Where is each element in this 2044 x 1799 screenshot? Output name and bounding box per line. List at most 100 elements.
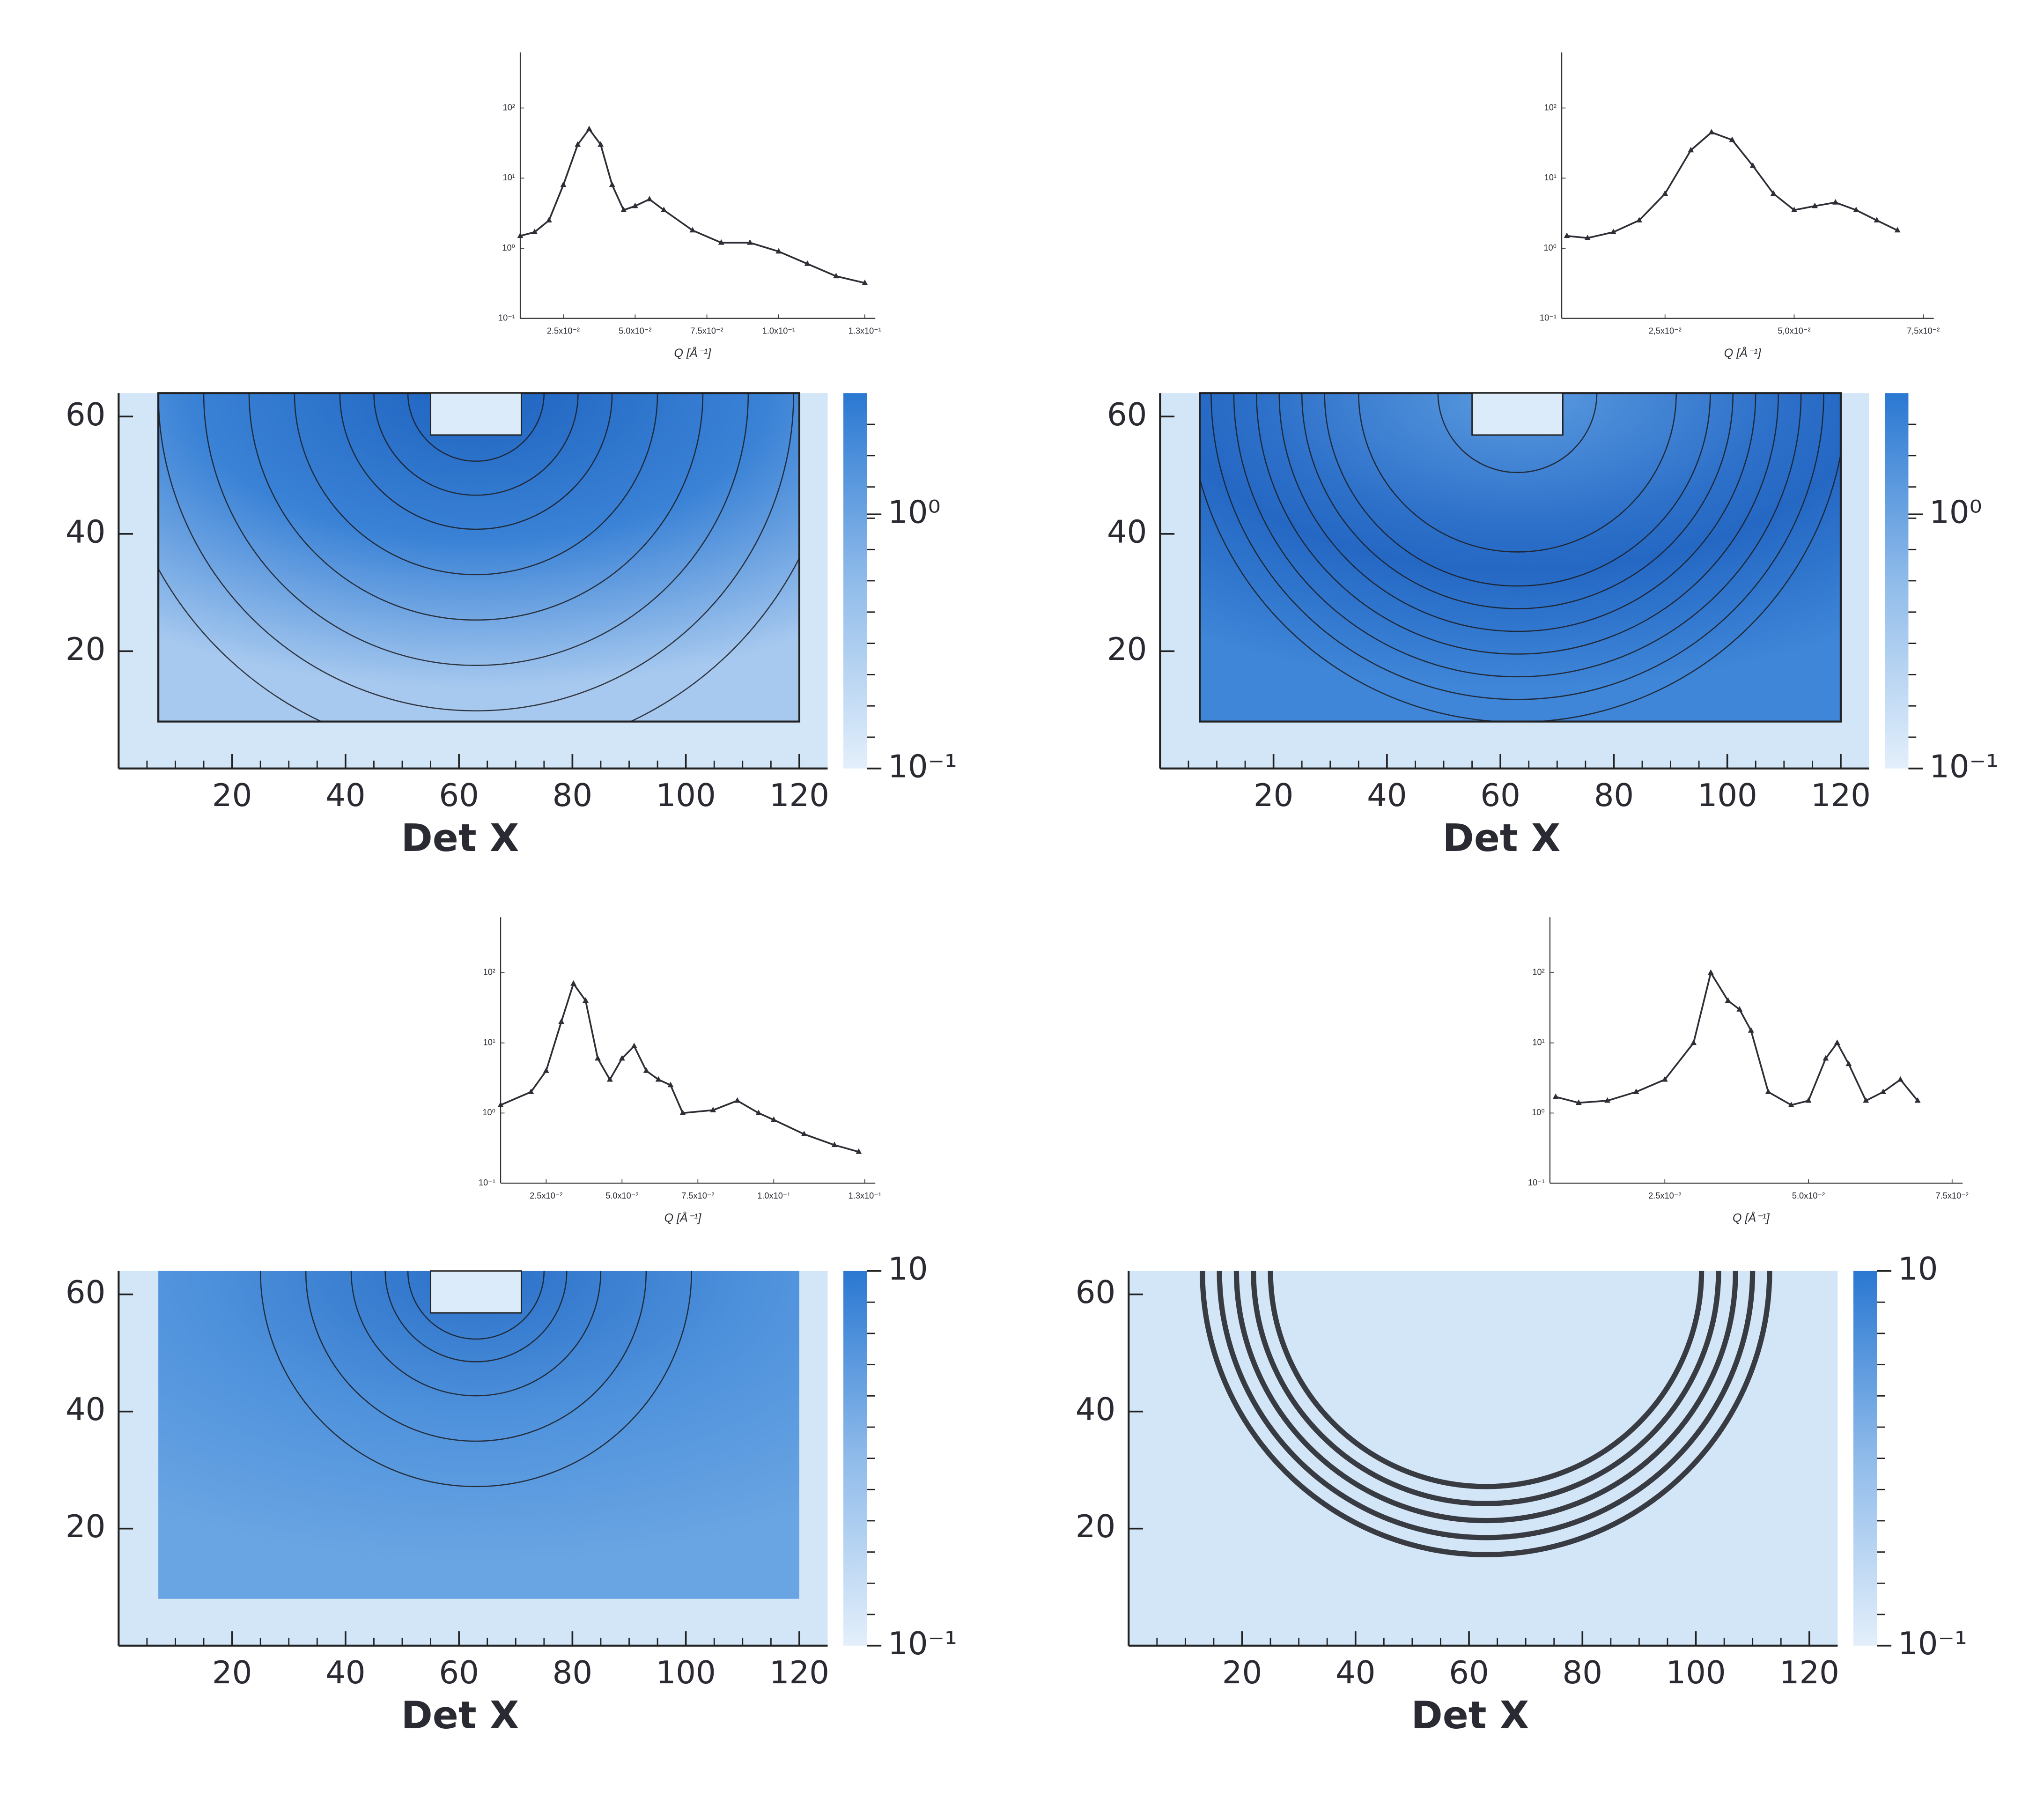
y-tick-label: 60 xyxy=(66,1274,105,1310)
data-marker xyxy=(586,126,592,132)
data-marker xyxy=(546,217,552,222)
data-marker xyxy=(856,1148,862,1154)
x-tick-label: 120 xyxy=(769,777,829,814)
colorbar-tick-label: 10⁻¹ xyxy=(1898,1625,1967,1662)
contour-line xyxy=(373,393,579,496)
y-tick-label: 10⁻¹ xyxy=(1528,1178,1545,1187)
data-marker xyxy=(1880,1088,1886,1094)
x-axis-label: Q [Å⁻¹] xyxy=(674,346,711,360)
y-tick-label: 10² xyxy=(503,103,515,112)
y-tick-label: 10² xyxy=(483,968,495,977)
data-marker xyxy=(775,248,782,254)
y-tick-label: 60 xyxy=(1107,396,1147,433)
data-marker xyxy=(1584,234,1591,240)
colorbar-tick-label: 10 xyxy=(888,1251,928,1287)
x-tick-label: 1.3x10⁻¹ xyxy=(849,1191,881,1200)
y-tick-label: 40 xyxy=(66,513,105,550)
y-tick-label: 10⁰ xyxy=(502,243,515,252)
heatmap-image xyxy=(157,392,801,723)
x-tick-label: 5.0x10⁻² xyxy=(605,1191,638,1200)
y-tick-label: 20 xyxy=(1076,1508,1115,1545)
x-tick-label: 120 xyxy=(1811,777,1871,814)
data-line xyxy=(1555,970,1919,1106)
y-tick-label: 60 xyxy=(1076,1274,1115,1310)
x-tick-label: 120 xyxy=(769,1654,829,1691)
x-axis-label: Q [Å⁻¹] xyxy=(1724,346,1762,360)
data-marker xyxy=(679,1110,686,1115)
data-marker xyxy=(1748,1027,1754,1033)
y-tick-label: 10¹ xyxy=(1532,1037,1544,1047)
x-tick-label: 100 xyxy=(656,777,716,814)
x-tick-label: 1.0x10⁻¹ xyxy=(762,326,795,336)
x-axis-label: Q [Å⁻¹] xyxy=(1733,1210,1770,1224)
colorbar xyxy=(843,1271,867,1646)
data-marker xyxy=(528,1088,534,1094)
data-marker xyxy=(517,232,524,238)
colorbar-tick-label: 10⁰ xyxy=(1929,494,1982,531)
data-marker xyxy=(595,1055,601,1061)
data-marker xyxy=(710,1106,716,1112)
data-marker xyxy=(1863,1097,1869,1103)
contours xyxy=(158,393,799,722)
x-tick-label: 20 xyxy=(212,1654,252,1691)
x-tick-label: 2,5x10⁻² xyxy=(1649,326,1682,336)
contour-line xyxy=(407,1271,545,1340)
data-marker xyxy=(1805,1097,1812,1103)
y-tick-label: 10⁰ xyxy=(1532,1108,1544,1117)
contour-line xyxy=(1210,393,1824,700)
beamstop xyxy=(430,1270,522,1314)
data-marker xyxy=(560,181,567,187)
x-axis-label: Det X xyxy=(1411,1694,1529,1738)
data-marker xyxy=(1914,1097,1921,1103)
y-tick-label: 10⁰ xyxy=(482,1108,495,1117)
colorbar-tick-label: 10 xyxy=(1898,1251,1938,1287)
data-marker xyxy=(631,1043,637,1048)
y-tick-label: 20 xyxy=(1107,631,1147,667)
data-marker xyxy=(718,239,724,245)
data-marker xyxy=(1823,1055,1829,1061)
x-tick-label: 120 xyxy=(1779,1654,1839,1691)
contour-line xyxy=(305,1271,647,1442)
x-tick-label: 40 xyxy=(325,1654,365,1691)
data-marker xyxy=(632,202,638,208)
colorbar-tick-label: 10⁰ xyxy=(888,494,940,531)
data-marker xyxy=(575,141,581,147)
x-tick-label: 2.5x10⁻² xyxy=(1648,1191,1681,1200)
data-marker xyxy=(862,279,868,285)
x-tick-label: 80 xyxy=(1594,777,1634,814)
x-tick-label: 60 xyxy=(439,1654,479,1691)
data-marker xyxy=(1708,129,1715,134)
x-tick-label: 5,0x10⁻² xyxy=(1778,326,1810,336)
data-marker xyxy=(1853,207,1860,213)
data-marker xyxy=(1736,1006,1743,1012)
data-marker xyxy=(497,1102,504,1107)
y-tick-label: 20 xyxy=(66,631,105,667)
y-tick-label: 40 xyxy=(66,1391,105,1428)
data-marker xyxy=(543,1067,549,1073)
data-marker xyxy=(1688,147,1694,153)
y-tick-label: 10² xyxy=(1544,103,1557,112)
y-tick-label: 10¹ xyxy=(1544,173,1557,182)
data-marker xyxy=(558,1018,565,1024)
x-tick-label: 20 xyxy=(212,777,252,814)
data-marker xyxy=(689,227,696,233)
contour-line xyxy=(1268,1271,1705,1489)
data-marker xyxy=(1832,199,1839,205)
contour-line xyxy=(1358,393,1677,553)
data-marker xyxy=(1894,227,1901,233)
contour-line xyxy=(203,393,749,666)
data-marker xyxy=(1708,969,1714,975)
data-marker xyxy=(620,207,627,213)
x-tick-label: 5.0x10⁻² xyxy=(1792,1191,1825,1200)
data-marker xyxy=(1633,1088,1639,1094)
contour-line xyxy=(384,1271,568,1362)
data-marker xyxy=(609,181,615,187)
data-marker xyxy=(1552,1093,1559,1099)
colorbar xyxy=(843,393,867,769)
x-tick-label: 80 xyxy=(553,777,592,814)
colorbar-tick-label: 10⁻¹ xyxy=(1929,748,1999,785)
data-marker xyxy=(531,229,538,235)
contour-line xyxy=(1301,393,1734,609)
data-marker xyxy=(755,1110,762,1115)
